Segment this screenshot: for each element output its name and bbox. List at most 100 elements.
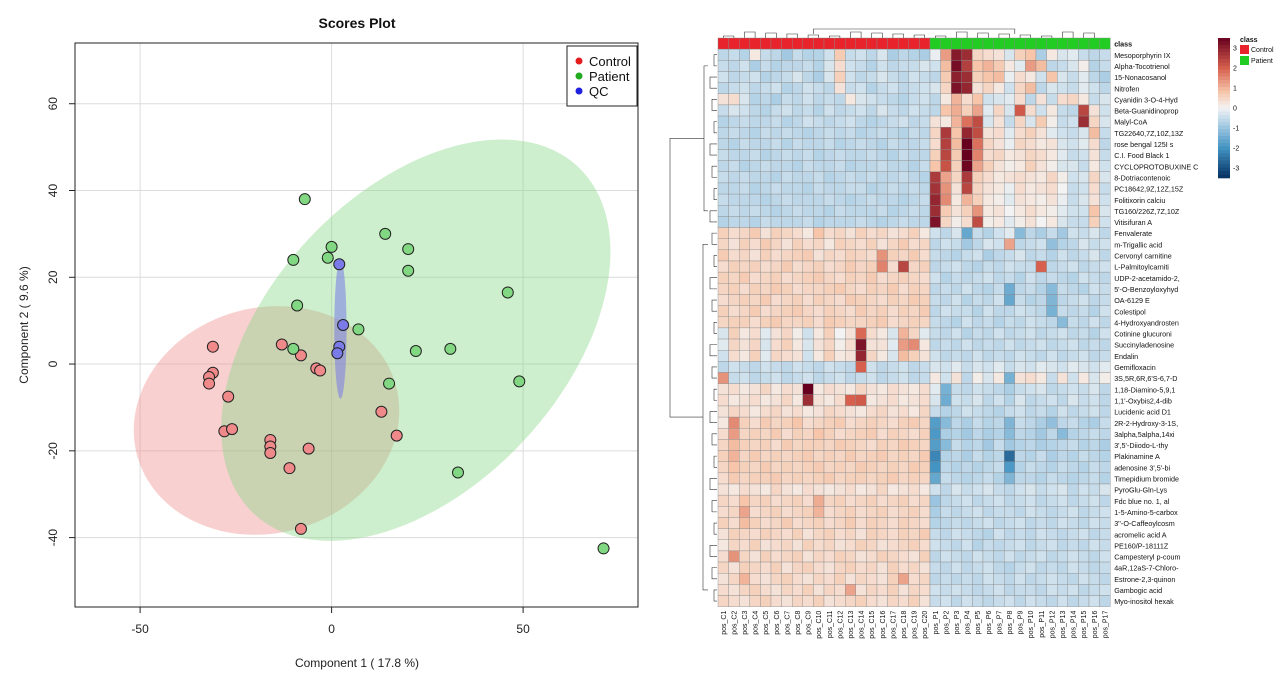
heatmap-cell (919, 182, 931, 195)
heatmap-cell (876, 60, 888, 72)
heatmap-cell (813, 138, 825, 150)
heatmap-cell (770, 361, 782, 373)
heatmap-cell (1078, 439, 1090, 451)
row-label: Nitrofen (1114, 84, 1139, 93)
heatmap-cell (855, 405, 867, 418)
heatmap-cell (823, 48, 835, 61)
heatmap-cell (866, 104, 878, 117)
heatmap-cell (792, 450, 804, 462)
heatmap-cell (1025, 561, 1037, 574)
heatmap-cell (908, 205, 920, 217)
heatmap-cell (961, 305, 973, 317)
heatmap-cell (813, 338, 825, 351)
heatmap-cell (982, 350, 994, 362)
heatmap-cell (845, 48, 857, 61)
heatmap-cell (813, 350, 825, 362)
heatmap-cell (940, 439, 952, 451)
heatmap-cell (717, 383, 729, 395)
heatmap-cell (951, 238, 963, 251)
heatmap-cell (961, 115, 973, 128)
heatmap-cell (898, 115, 910, 128)
heatmap-cell (1025, 472, 1037, 485)
heatmap-cell (876, 115, 888, 128)
heatmap-cell (770, 193, 782, 206)
heatmap-cell (1067, 561, 1079, 574)
heatmap-cell (855, 361, 867, 373)
heatmap-cell (887, 483, 899, 496)
heatmap-cell (823, 350, 835, 362)
colorbar-segment (1218, 143, 1230, 147)
heatmap-cell (1014, 561, 1026, 574)
heatmap-cell (1014, 260, 1026, 273)
heatmap-cell (792, 483, 804, 496)
heatmap-cell (813, 439, 825, 451)
point-control (294, 349, 307, 362)
column-label: pos_C18 (901, 611, 908, 639)
heatmap-cell (855, 205, 867, 217)
heatmap-cell (728, 439, 740, 451)
heatmap-cell (908, 104, 920, 117)
heatmap-cell (1004, 428, 1016, 440)
heatmap-cell (951, 249, 963, 262)
heatmap-cell (1004, 60, 1016, 72)
heatmap-cell (1014, 450, 1026, 462)
data-points (203, 193, 610, 555)
heatmap-cell (813, 550, 825, 563)
heatmap-cell (1004, 160, 1016, 172)
heatmap-cell (1035, 227, 1047, 239)
heatmap-cell (961, 483, 973, 496)
heatmap-cell (760, 182, 772, 195)
heatmap-cell (781, 193, 793, 206)
heatmap-cell (834, 539, 846, 552)
heatmap-cell (951, 584, 963, 596)
point-control (302, 442, 315, 455)
heatmap-cell (929, 60, 941, 72)
heatmap-cell (908, 595, 920, 607)
row-label: PC18642,9Z,12Z,15Z (1114, 185, 1184, 194)
heatmap-cell (845, 528, 857, 540)
heatmap-cell (1014, 483, 1026, 496)
heatmap-cell (972, 271, 984, 284)
row-dendrogram (669, 54, 717, 602)
heatmap-cell (929, 595, 941, 607)
column-label: pos_P1 (933, 611, 940, 635)
heatmap-cell (961, 126, 973, 139)
heatmap-cell (813, 271, 825, 284)
heatmap-cell (972, 48, 984, 61)
heatmap-cell (908, 506, 920, 518)
heatmap-cell (919, 305, 931, 317)
heatmap-cell (1078, 428, 1090, 440)
heatmap-cell (1078, 205, 1090, 217)
colorbar-segment (1218, 66, 1230, 70)
row-dendrogram-branch (711, 366, 717, 379)
heatmap-cell (993, 294, 1005, 306)
heatmap-cell (770, 506, 782, 518)
heatmap-cell (1099, 428, 1111, 440)
class-annotation-cell (1088, 37, 1100, 50)
heatmap-cell (982, 383, 994, 395)
heatmap-cell (982, 439, 994, 451)
heatmap-cell (739, 595, 751, 607)
heatmap-cell (1046, 573, 1058, 585)
heatmap-cell (834, 416, 846, 429)
heatmap-cell (792, 305, 804, 317)
heatmap-cell (760, 71, 772, 83)
heatmap-cell (1035, 472, 1047, 485)
heatmap-cell (929, 71, 941, 83)
heatmap-cell (876, 104, 888, 117)
colorbar-segment (1218, 125, 1230, 130)
heatmap-cell (908, 528, 920, 540)
heatmap-cell (739, 126, 751, 139)
heatmap-cell (951, 439, 963, 451)
heatmap-cell (929, 238, 941, 251)
heatmap-cell (728, 271, 740, 284)
heatmap-cell (1046, 561, 1058, 574)
heatmap-cell (929, 82, 941, 94)
heatmap-cell (802, 238, 814, 251)
heatmap-cell (1078, 171, 1090, 184)
heatmap-cell (1088, 550, 1100, 563)
heatmap-cell (887, 249, 899, 262)
heatmap-cell (961, 60, 973, 72)
heatmap-cell (993, 539, 1005, 552)
